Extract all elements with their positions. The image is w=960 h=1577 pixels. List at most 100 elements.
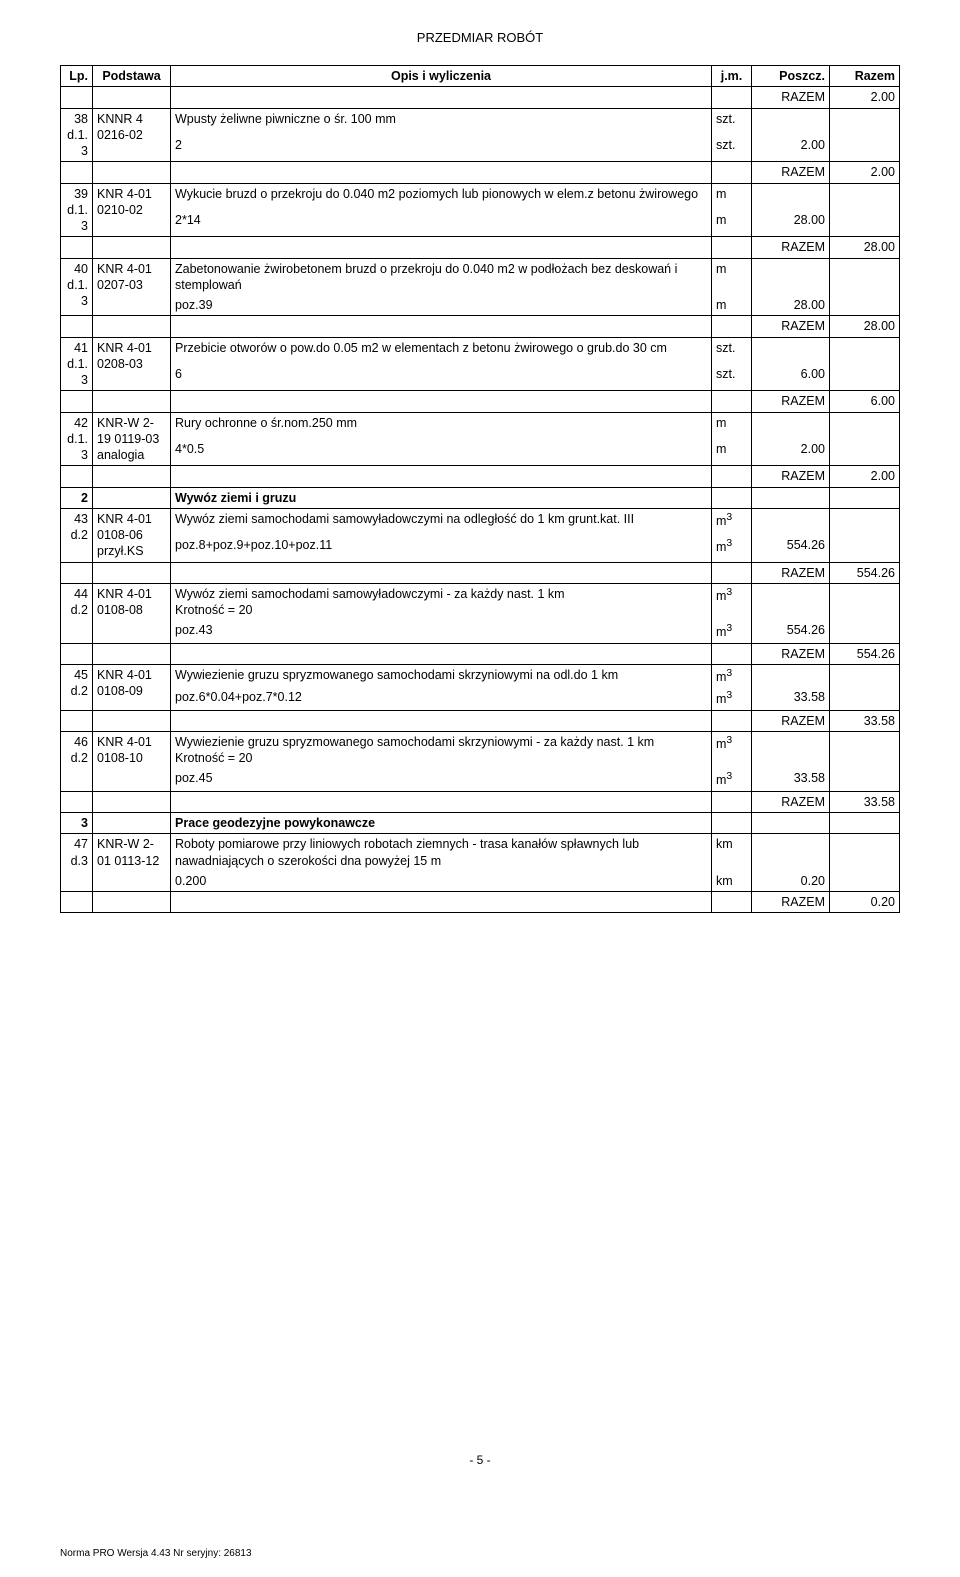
razem-label: RAZEM <box>752 162 830 183</box>
section-num: 3 <box>61 813 93 834</box>
razem-value: 33.58 <box>830 710 900 731</box>
calc-jm: m <box>712 439 752 466</box>
calc-expr: poz.45 <box>171 768 712 791</box>
calc-val: 33.58 <box>752 768 830 791</box>
item-row: 38d.1.3KNNR 40216-02Wpusty żeliwne piwni… <box>61 108 900 135</box>
section-title: Wywóz ziemi i gruzu <box>171 487 712 508</box>
section-row: 2Wywóz ziemi i gruzu <box>61 487 900 508</box>
item-base: KNR-W 2-19 0119-03analogia <box>93 412 171 466</box>
table-header-row: Lp. Podstawa Opis i wyliczenia j.m. Posz… <box>61 66 900 87</box>
item-lp: 47d.3 <box>61 834 93 892</box>
calc-val: 2.00 <box>752 439 830 466</box>
item-lp: 42d.1.3 <box>61 412 93 466</box>
item-row: 44d.2KNR 4-010108-08Wywóz ziemi samochod… <box>61 583 900 620</box>
calc-expr: 2 <box>171 135 712 162</box>
calc-expr: poz.39 <box>171 295 712 316</box>
col-poszcz: Poszcz. <box>752 66 830 87</box>
item-desc: Zabetonowanie żwirobetonem bruzd o przek… <box>171 258 712 295</box>
item-lp: 44d.2 <box>61 583 93 643</box>
razem-row: RAZEM28.00 <box>61 316 900 337</box>
section-row: 3Prace geodezyjne powykonawcze <box>61 813 900 834</box>
item-jm: m3 <box>712 583 752 620</box>
razem-label: RAZEM <box>752 562 830 583</box>
item-desc: Wywóz ziemi samochodami samowyładowczymi… <box>171 583 712 620</box>
razem-label: RAZEM <box>752 391 830 412</box>
razem-row: RAZEM2.00 <box>61 87 900 108</box>
item-row: 40d.1.3KNR 4-010207-03Zabetonowanie żwir… <box>61 258 900 295</box>
item-row: 47d.3KNR-W 2-01 0113-12Roboty pomiarowe … <box>61 834 900 871</box>
item-base: KNR 4-010108-09 <box>93 664 171 710</box>
razem-value: 28.00 <box>830 237 900 258</box>
calc-row: 2*14m28.00 <box>61 210 900 237</box>
razem-label: RAZEM <box>752 466 830 487</box>
item-jm: m3 <box>712 508 752 535</box>
razem-value: 33.58 <box>830 791 900 812</box>
item-jm: m <box>712 412 752 439</box>
razem-value: 554.26 <box>830 643 900 664</box>
item-row: 43d.2KNR 4-010108-06przył.KSWywóz ziemi … <box>61 508 900 535</box>
razem-label: RAZEM <box>752 316 830 337</box>
item-desc: Wpusty żeliwne piwniczne o śr. 100 mm <box>171 108 712 135</box>
razem-value: 0.20 <box>830 892 900 913</box>
item-row: 45d.2KNR 4-010108-09Wywiezienie gruzu sp… <box>61 664 900 687</box>
calc-row: poz.8+poz.9+poz.10+poz.11m3554.26 <box>61 535 900 562</box>
calc-expr: poz.6*0.04+poz.7*0.12 <box>171 687 712 710</box>
razem-row: RAZEM2.00 <box>61 162 900 183</box>
razem-row: RAZEM554.26 <box>61 643 900 664</box>
razem-row: RAZEM2.00 <box>61 466 900 487</box>
calc-row: poz.43m3554.26 <box>61 620 900 643</box>
calc-val: 33.58 <box>752 687 830 710</box>
item-desc: Rury ochronne o śr.nom.250 mm <box>171 412 712 439</box>
calc-val: 28.00 <box>752 210 830 237</box>
razem-label: RAZEM <box>752 643 830 664</box>
razem-value: 2.00 <box>830 162 900 183</box>
razem-value: 2.00 <box>830 466 900 487</box>
item-base: KNR 4-010108-08 <box>93 583 171 643</box>
item-lp: 43d.2 <box>61 508 93 562</box>
calc-row: poz.45m333.58 <box>61 768 900 791</box>
estimate-table: Lp. Podstawa Opis i wyliczenia j.m. Posz… <box>60 65 900 913</box>
razem-row: RAZEM0.20 <box>61 892 900 913</box>
calc-val: 28.00 <box>752 295 830 316</box>
item-lp: 38d.1.3 <box>61 108 93 162</box>
item-row: 46d.2KNR 4-010108-10Wywiezienie gruzu sp… <box>61 731 900 768</box>
item-lp: 41d.1.3 <box>61 337 93 391</box>
calc-val: 554.26 <box>752 620 830 643</box>
calc-jm: szt. <box>712 364 752 391</box>
calc-jm: m <box>712 295 752 316</box>
razem-label: RAZEM <box>752 892 830 913</box>
item-base: KNNR 40216-02 <box>93 108 171 162</box>
item-desc: Wykucie bruzd o przekroju do 0.040 m2 po… <box>171 183 712 210</box>
calc-jm: szt. <box>712 135 752 162</box>
item-lp: 39d.1.3 <box>61 183 93 237</box>
item-base: KNR 4-010208-03 <box>93 337 171 391</box>
item-row: 42d.1.3KNR-W 2-19 0119-03analogiaRury oc… <box>61 412 900 439</box>
calc-jm: m3 <box>712 687 752 710</box>
item-row: 39d.1.3KNR 4-010210-02Wykucie bruzd o pr… <box>61 183 900 210</box>
calc-jm: m <box>712 210 752 237</box>
calc-jm: m3 <box>712 768 752 791</box>
calc-row: poz.39m28.00 <box>61 295 900 316</box>
calc-jm: km <box>712 871 752 892</box>
item-lp: 45d.2 <box>61 664 93 710</box>
razem-row: RAZEM33.58 <box>61 710 900 731</box>
calc-expr: 2*14 <box>171 210 712 237</box>
razem-label: RAZEM <box>752 791 830 812</box>
calc-expr: 0.200 <box>171 871 712 892</box>
item-jm: m3 <box>712 664 752 687</box>
item-jm: m3 <box>712 731 752 768</box>
calc-expr: poz.8+poz.9+poz.10+poz.11 <box>171 535 712 562</box>
razem-label: RAZEM <box>752 710 830 731</box>
item-desc: Roboty pomiarowe przy liniowych robotach… <box>171 834 712 871</box>
footer-note: Norma PRO Wersja 4.43 Nr seryjny: 26813 <box>60 1548 252 1559</box>
col-jm: j.m. <box>712 66 752 87</box>
razem-row: RAZEM28.00 <box>61 237 900 258</box>
razem-label: RAZEM <box>752 87 830 108</box>
calc-val: 2.00 <box>752 135 830 162</box>
item-desc: Wywóz ziemi samochodami samowyładowczymi… <box>171 508 712 535</box>
razem-label: RAZEM <box>752 237 830 258</box>
calc-val: 6.00 <box>752 364 830 391</box>
calc-row: 2szt.2.00 <box>61 135 900 162</box>
item-jm: szt. <box>712 337 752 364</box>
item-desc: Przebicie otworów o pow.do 0.05 m2 w ele… <box>171 337 712 364</box>
